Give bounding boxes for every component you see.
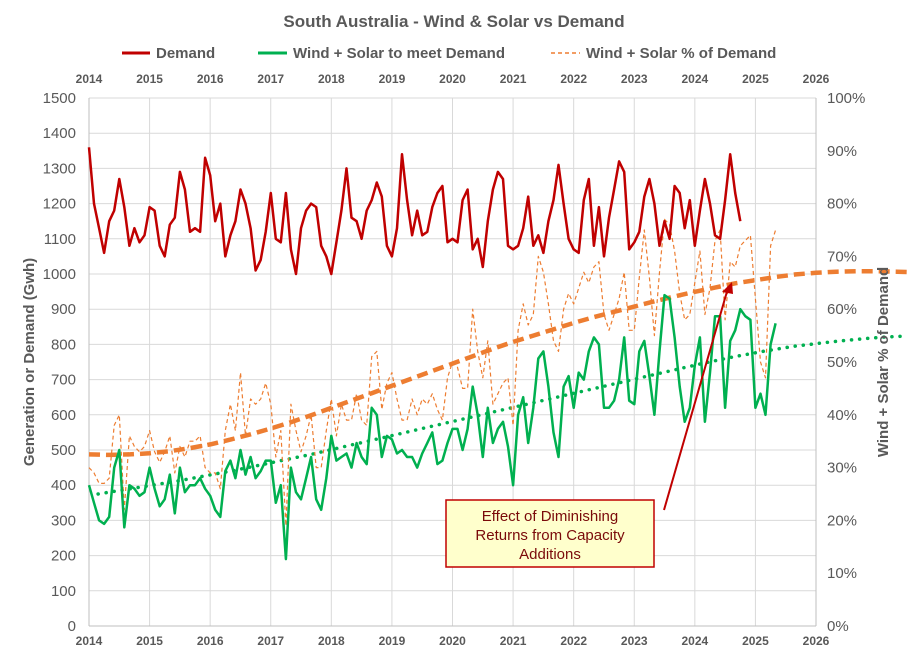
y2-tick-label: 30% — [827, 460, 857, 477]
annotation-arrow — [663, 287, 729, 511]
x-tick-label-top: 2023 — [621, 72, 648, 86]
y2-tick-label: 0% — [827, 618, 849, 635]
y-tick-label: 600 — [51, 407, 76, 424]
series — [87, 147, 909, 561]
x-tick-label-top: 2025 — [742, 72, 769, 86]
x-tick-label-bottom: 2014 — [76, 634, 103, 648]
x-tick-label-bottom: 2017 — [257, 634, 284, 648]
x-tick-label-top: 2021 — [500, 72, 527, 86]
annotation-arrowhead — [722, 282, 733, 294]
x-tick-label-bottom: 2021 — [500, 634, 527, 648]
x-tick-label-top: 2016 — [197, 72, 224, 86]
y2-tick-label: 50% — [827, 354, 857, 371]
y-tick-label: 200 — [51, 548, 76, 565]
x-tick-label-bottom: 2018 — [318, 634, 345, 648]
x-tick-label-bottom: 2015 — [136, 634, 163, 648]
annotation-text-line: Additions — [519, 546, 581, 563]
tick-labels: 0 100 200 300 400 500 600 700 800 900 1000 1100 1200… — [43, 72, 866, 648]
y2-tick-label: 90% — [827, 143, 857, 160]
x-tick-label-top: 2020 — [439, 72, 466, 86]
y2-tick-label: 40% — [827, 407, 857, 424]
y2-tick-label: 70% — [827, 248, 857, 265]
x-tick-label-top: 2024 — [681, 72, 708, 86]
y2-tick-label: 60% — [827, 301, 857, 318]
annotation: Effect of Diminishing Returns from Capaci… — [445, 282, 733, 568]
y-tick-label: 800 — [51, 336, 76, 353]
annotation-box — [445, 499, 655, 568]
annotation-text-line: Returns from Capacity — [475, 527, 625, 544]
series-line-wind-solar — [87, 293, 777, 561]
y-tick-label: 1500 — [43, 90, 76, 107]
x-tick-label-bottom: 2024 — [681, 634, 708, 648]
y-tick-label: 400 — [51, 477, 76, 494]
trend-line-percent — [88, 268, 909, 458]
x-tick-label-top: 2017 — [257, 72, 284, 86]
y-tick-label: 500 — [51, 442, 76, 459]
series-line-percent — [88, 218, 777, 527]
x-tick-label-top: 2022 — [560, 72, 587, 86]
y-tick-label: 1000 — [43, 266, 76, 283]
y-tick-label: 700 — [51, 372, 76, 389]
x-tick-label-top: 2014 — [76, 72, 103, 86]
y-tick-label: 1300 — [43, 160, 76, 177]
y-axis-title: Generation or Demand (Gwh) — [21, 258, 38, 466]
x-tick-label-top: 2026 — [803, 72, 830, 86]
x-tick-label-bottom: 2026 — [803, 634, 830, 648]
y-tick-label: 1100 — [44, 231, 76, 248]
y2-tick-label: 100% — [827, 90, 865, 107]
annotation-text: Effect of Diminishing Returns from Capaci… — [475, 508, 625, 563]
x-tick-label-top: 2018 — [318, 72, 345, 86]
y2-tick-label: 10% — [827, 565, 857, 582]
annotation-text-line: Effect of Diminishing — [482, 508, 618, 525]
y-tick-label: 900 — [51, 301, 76, 318]
x-tick-label-bottom: 2016 — [197, 634, 224, 648]
axes — [88, 98, 817, 627]
y-tick-label: 100 — [51, 583, 76, 600]
series-line-demand — [87, 147, 742, 276]
x-tick-label-top: 2019 — [379, 72, 406, 86]
y2-axis-title: Wind + Solar % of Demand — [875, 267, 892, 457]
legend-label-demand: Demand — [156, 45, 215, 62]
x-tick-label-bottom: 2019 — [379, 634, 406, 648]
y2-tick-label: 80% — [827, 196, 857, 213]
chart-title: South Australia - Wind & Solar vs Demand — [283, 12, 624, 31]
y-tick-label: 0 — [68, 618, 76, 635]
y-tick-label: 1200 — [43, 196, 76, 213]
y-tick-label: 300 — [51, 512, 76, 529]
x-tick-label-bottom: 2022 — [560, 634, 587, 648]
x-tick-label-bottom: 2023 — [621, 634, 648, 648]
x-tick-label-bottom: 2020 — [439, 634, 466, 648]
legend-label-percent: Wind + Solar % of Demand — [586, 45, 776, 62]
x-tick-label-top: 2015 — [136, 72, 163, 86]
legend: Demand Wind + Solar to meet Demand Wind … — [122, 45, 776, 62]
y-tick-label: 1400 — [43, 125, 76, 142]
x-tick-label-bottom: 2025 — [742, 634, 769, 648]
y2-tick-label: 20% — [827, 512, 857, 529]
legend-label-wind-solar: Wind + Solar to meet Demand — [293, 45, 505, 62]
